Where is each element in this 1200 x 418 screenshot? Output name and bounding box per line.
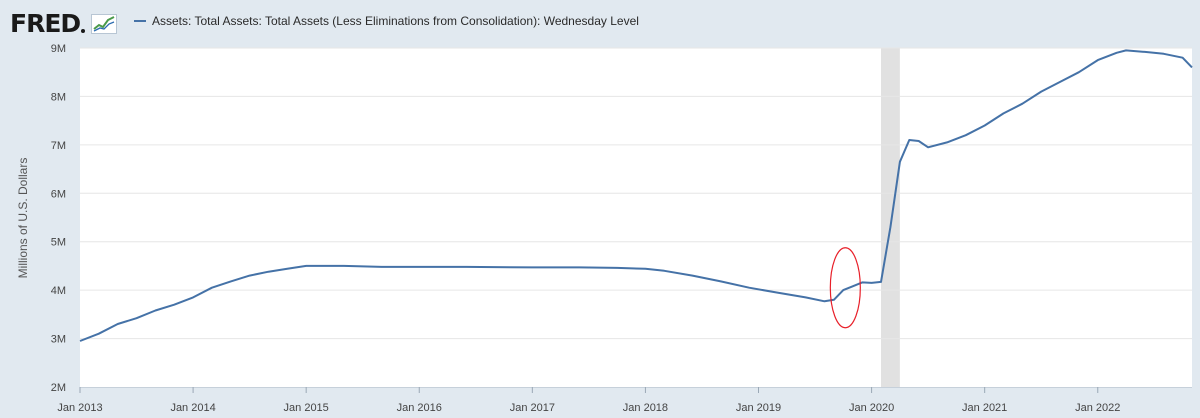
y-tick-label: 9M bbox=[51, 43, 66, 55]
y-axis-title: Millions of U.S. Dollars bbox=[16, 158, 30, 279]
y-tick-label: 4M bbox=[51, 285, 66, 297]
series-layer bbox=[79, 49, 1193, 342]
x-tick-label: Jan 2013 bbox=[57, 402, 102, 414]
plot-area bbox=[80, 48, 1192, 387]
y-tick-label: 8M bbox=[51, 91, 66, 103]
x-tick-label: Jan 2019 bbox=[736, 402, 781, 414]
x-tick-label: Jan 2018 bbox=[623, 402, 668, 414]
highlight-ellipse bbox=[829, 247, 861, 329]
x-tick-label: Jan 2022 bbox=[1075, 402, 1120, 414]
y-tick-label: 3M bbox=[51, 334, 66, 346]
x-tick-label: Jan 2021 bbox=[962, 402, 1007, 414]
fred-logo[interactable]: FRED bbox=[10, 9, 118, 38]
legend-swatch bbox=[134, 20, 146, 22]
annotation-layer bbox=[829, 247, 861, 329]
grid-layer bbox=[80, 47, 1192, 340]
x-tick-label: Jan 2016 bbox=[397, 402, 442, 414]
x-tick-label: Jan 2015 bbox=[284, 402, 329, 414]
x-tick-label: Jan 2020 bbox=[849, 402, 894, 414]
y-tick-label: 2M bbox=[51, 382, 66, 394]
chart-header: FRED Assets: Total Assets: Total Assets … bbox=[0, 0, 1200, 44]
x-tick-label: Jan 2017 bbox=[510, 402, 555, 414]
y-tick-label: 5M bbox=[51, 237, 66, 249]
logo-registered-dot bbox=[81, 28, 86, 33]
chart-legend[interactable]: Assets: Total Assets: Total Assets (Less… bbox=[134, 14, 639, 28]
y-tick-label: 7M bbox=[51, 140, 66, 152]
legend-label: Assets: Total Assets: Total Assets (Less… bbox=[152, 14, 639, 28]
series-line bbox=[79, 49, 1193, 342]
x-axis: Jan 2013 Jan 2014 Jan 2015 Jan 2016 Jan 2017… bbox=[57, 387, 1192, 414]
x-tick-label: Jan 2014 bbox=[170, 402, 215, 414]
y-axis: 9M 8M 7M 6M 5M 4M 3M 2M bbox=[51, 43, 66, 394]
y-tick-label: 6M bbox=[51, 188, 66, 200]
recession-band bbox=[881, 48, 900, 387]
recession-layer bbox=[881, 48, 900, 387]
trend-line-icon bbox=[91, 13, 118, 34]
logo-text: FRED bbox=[10, 9, 81, 38]
